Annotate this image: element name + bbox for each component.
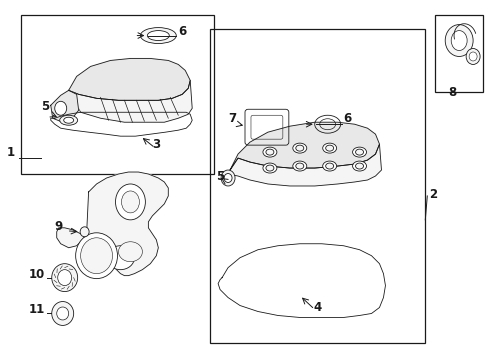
Ellipse shape [295,145,303,151]
Ellipse shape [325,163,333,169]
Ellipse shape [60,115,78,125]
Ellipse shape [58,270,72,285]
Ellipse shape [325,145,333,151]
Ellipse shape [121,191,139,213]
Polygon shape [51,90,79,122]
Ellipse shape [265,165,273,171]
Polygon shape [68,58,190,100]
Text: 5: 5 [41,100,49,113]
Ellipse shape [224,174,232,183]
Text: 9: 9 [55,220,63,233]
Ellipse shape [352,147,366,157]
Ellipse shape [292,161,306,171]
Ellipse shape [52,302,74,325]
Ellipse shape [118,242,142,262]
Ellipse shape [355,163,363,169]
Ellipse shape [52,264,78,292]
Ellipse shape [468,52,476,61]
Ellipse shape [115,184,145,220]
Ellipse shape [292,143,306,153]
Ellipse shape [465,49,479,64]
Ellipse shape [80,227,89,237]
Text: 11: 11 [29,303,45,316]
Bar [210,28,425,343]
Ellipse shape [265,149,273,155]
Polygon shape [229,122,379,170]
Polygon shape [68,80,192,122]
Ellipse shape [352,161,366,171]
Bar [21,15,214,174]
Ellipse shape [221,170,235,186]
Polygon shape [57,172,168,276]
Text: 3: 3 [152,138,160,151]
Text: 10: 10 [29,267,45,281]
Ellipse shape [263,163,276,173]
Text: 8: 8 [447,86,455,99]
Text: 4: 4 [313,301,321,315]
Polygon shape [227,144,381,186]
Ellipse shape [322,161,336,171]
Ellipse shape [322,143,336,153]
Text: 1: 1 [7,146,15,159]
Ellipse shape [140,28,176,44]
Text: 2: 2 [428,188,436,201]
Text: 6: 6 [343,112,351,125]
Ellipse shape [444,24,472,57]
Ellipse shape [55,101,66,115]
Ellipse shape [295,163,303,169]
Bar [434,15,482,92]
Ellipse shape [147,31,169,41]
Ellipse shape [263,147,276,157]
Ellipse shape [81,238,112,274]
Text: 6: 6 [178,24,186,37]
Ellipse shape [355,149,363,155]
Ellipse shape [106,246,134,270]
Ellipse shape [63,117,74,123]
Ellipse shape [76,233,117,279]
Ellipse shape [450,31,466,50]
Text: 5: 5 [216,170,224,183]
Ellipse shape [57,307,68,320]
Text: 7: 7 [227,112,236,125]
